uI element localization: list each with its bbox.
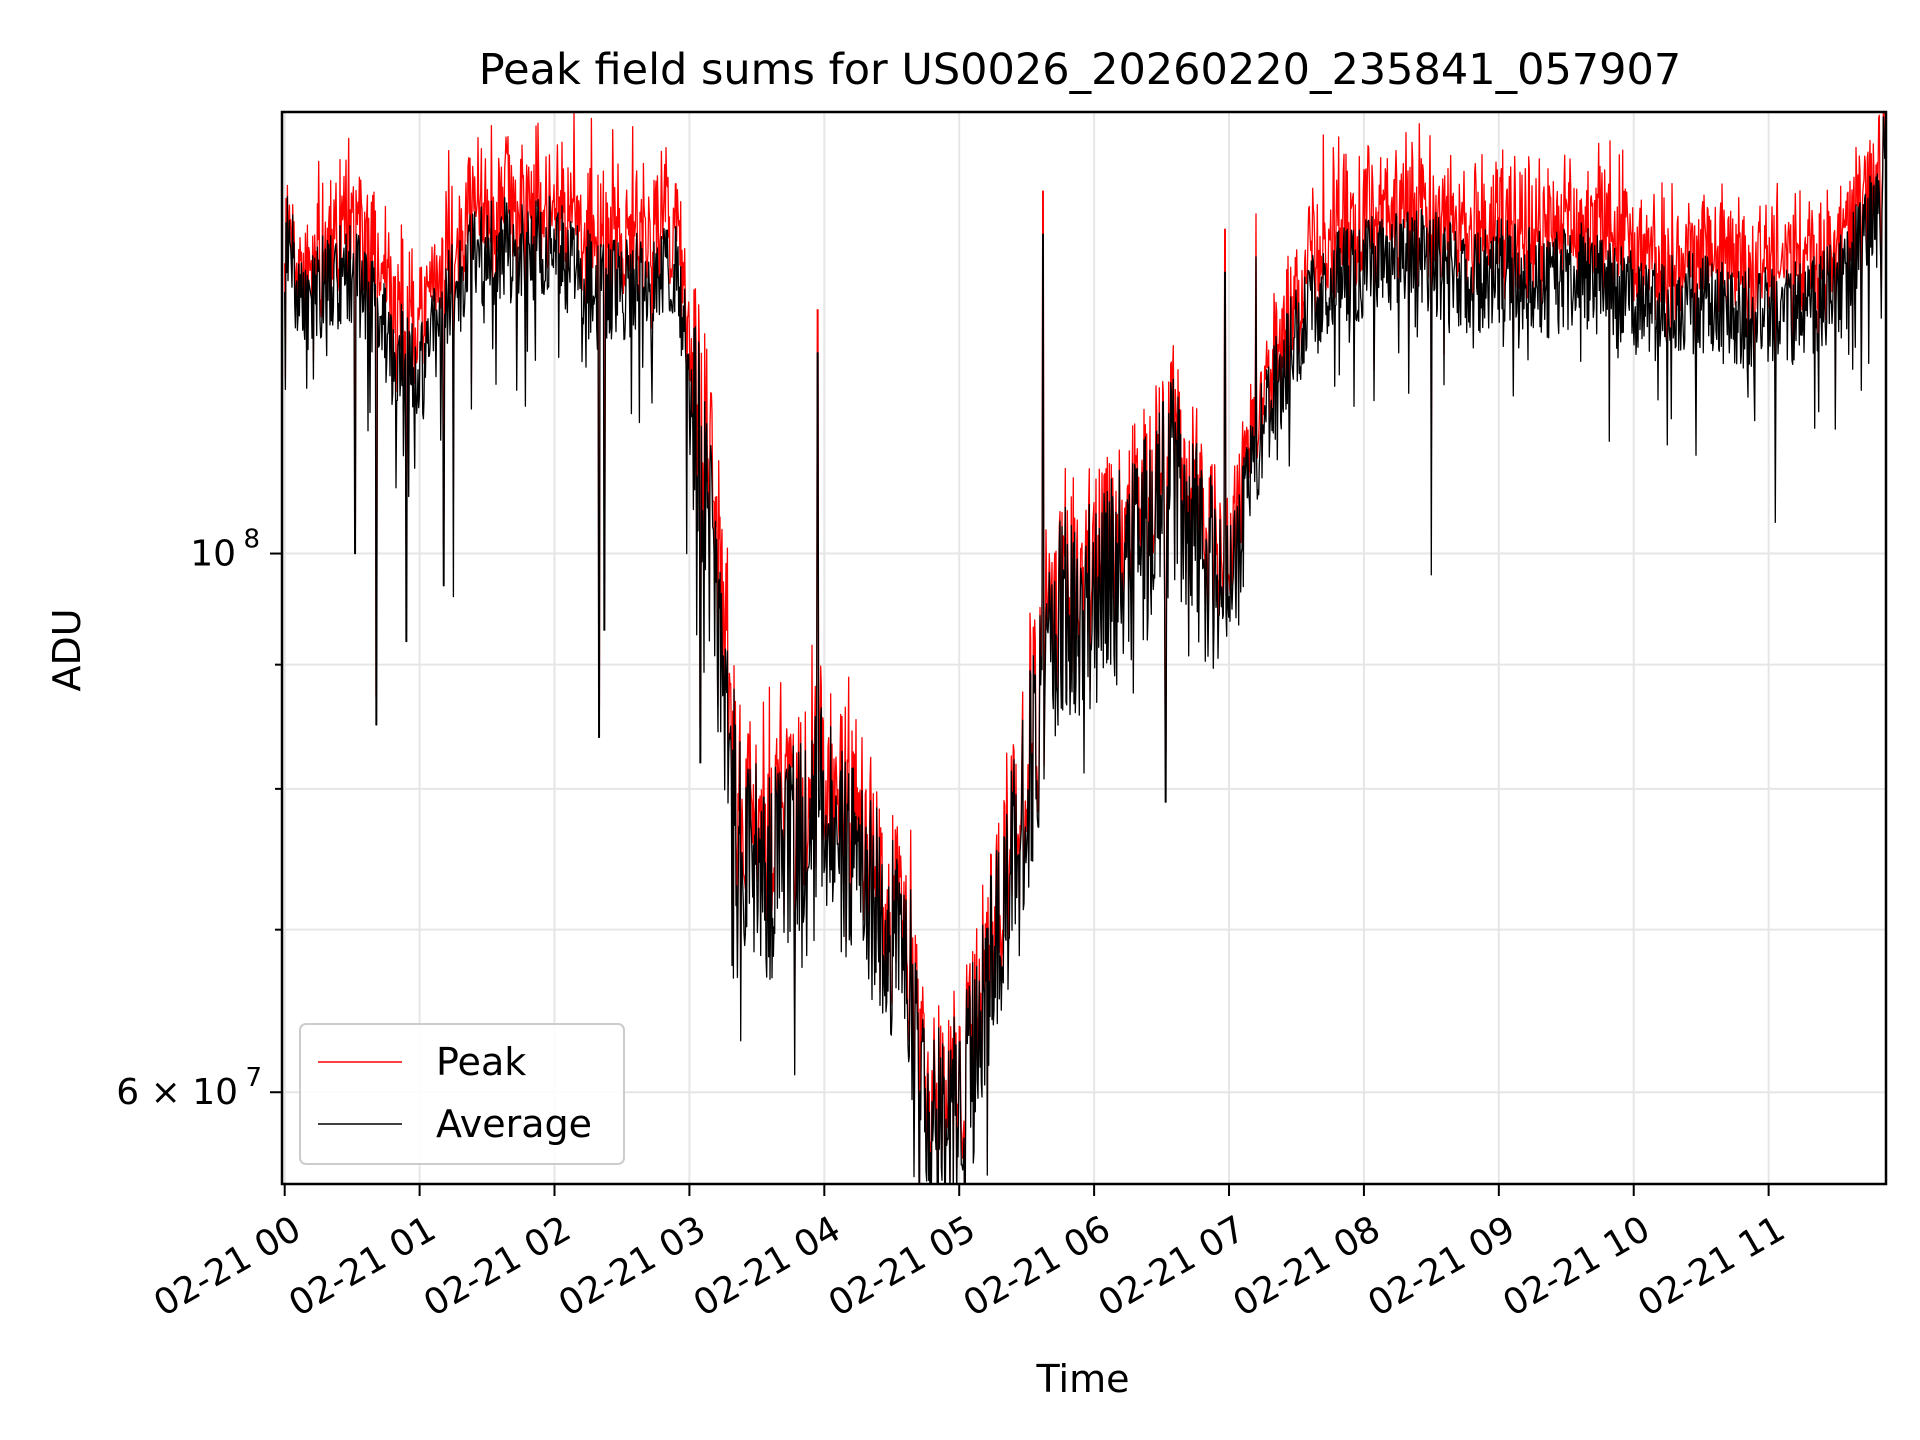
y-axis-label: ADU — [45, 608, 89, 691]
legend-label-peak: Peak — [436, 1040, 526, 1084]
legend-label-average: Average — [436, 1102, 592, 1146]
x-tick-label: 02-21 07 — [1092, 1208, 1253, 1324]
x-tick-label: 02-21 10 — [1496, 1208, 1657, 1324]
x-tick-label: 02-21 08 — [1227, 1208, 1388, 1324]
x-axis-label: Time — [1036, 1357, 1130, 1401]
x-tick-label: 02-21 06 — [957, 1208, 1118, 1324]
plot-frame — [280, 110, 1888, 1186]
legend: Peak Average — [299, 1023, 625, 1165]
chart-title: Peak field sums for US0026_20260220_2358… — [479, 45, 1682, 95]
x-tick-label: 02-21 00 — [147, 1208, 308, 1324]
y-tick-label: 10 — [190, 534, 236, 575]
series-line-average — [284, 116, 1886, 1184]
x-tick-label: 02-21 02 — [417, 1208, 578, 1324]
y-axis: 10 8 6 × 10 7 — [116, 525, 282, 1113]
y-tick-label: 6 × 10 — [116, 1072, 238, 1113]
x-tick-label: 02-21 05 — [822, 1208, 983, 1324]
y-tick-exponent: 8 — [243, 525, 260, 555]
x-tick-label: 02-21 03 — [552, 1208, 713, 1324]
x-tick-label: 02-21 04 — [687, 1208, 848, 1324]
x-tick-label: 02-21 11 — [1631, 1208, 1792, 1324]
x-tick-label: 02-21 01 — [282, 1208, 443, 1324]
x-tick-label: 02-21 09 — [1361, 1208, 1522, 1324]
legend-box — [299, 1023, 625, 1165]
y-tick-exponent: 7 — [245, 1063, 262, 1093]
